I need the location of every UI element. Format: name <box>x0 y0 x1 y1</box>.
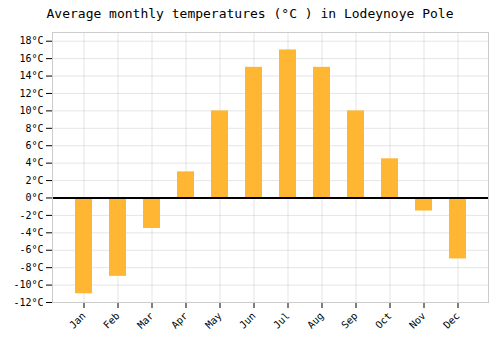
svg-text:-12°C: -12°C <box>13 297 43 308</box>
svg-text:Mar: Mar <box>135 310 156 331</box>
svg-text:-4°C: -4°C <box>19 227 43 238</box>
svg-text:8°C: 8°C <box>25 123 43 134</box>
svg-text:Aug: Aug <box>305 310 326 331</box>
svg-text:Sep: Sep <box>339 310 360 331</box>
svg-text:16°C: 16°C <box>19 53 43 64</box>
svg-text:Oct: Oct <box>373 310 394 331</box>
svg-text:2°C: 2°C <box>25 175 43 186</box>
svg-text:10°C: 10°C <box>19 105 43 116</box>
svg-text:4°C: 4°C <box>25 157 43 168</box>
svg-text:Jun: Jun <box>237 310 258 331</box>
svg-text:0°C: 0°C <box>25 192 43 203</box>
svg-text:May: May <box>203 310 224 331</box>
html-text:Average monthly temperatures (: Average monthly temperatures (°C ) in Lo… <box>46 6 454 21</box>
svg-text:Feb: Feb <box>101 310 122 331</box>
svg-text:Dec: Dec <box>441 310 462 331</box>
svg-text:14°C: 14°C <box>19 70 43 81</box>
svg-text:Apr: Apr <box>169 310 190 331</box>
svg-text:Jan: Jan <box>67 310 88 331</box>
svg-text:Nov: Nov <box>407 310 428 331</box>
svg-text:-2°C: -2°C <box>19 210 43 221</box>
svg-text:12°C: 12°C <box>19 88 43 99</box>
svg-text:-6°C: -6°C <box>19 244 43 255</box>
svg-text:18°C: 18°C <box>19 35 43 46</box>
svg-text:Jul: Jul <box>271 310 292 331</box>
svg-text:-8°C: -8°C <box>19 262 43 273</box>
svg-text:-10°C: -10°C <box>13 279 43 290</box>
svg-text:6°C: 6°C <box>25 140 43 151</box>
